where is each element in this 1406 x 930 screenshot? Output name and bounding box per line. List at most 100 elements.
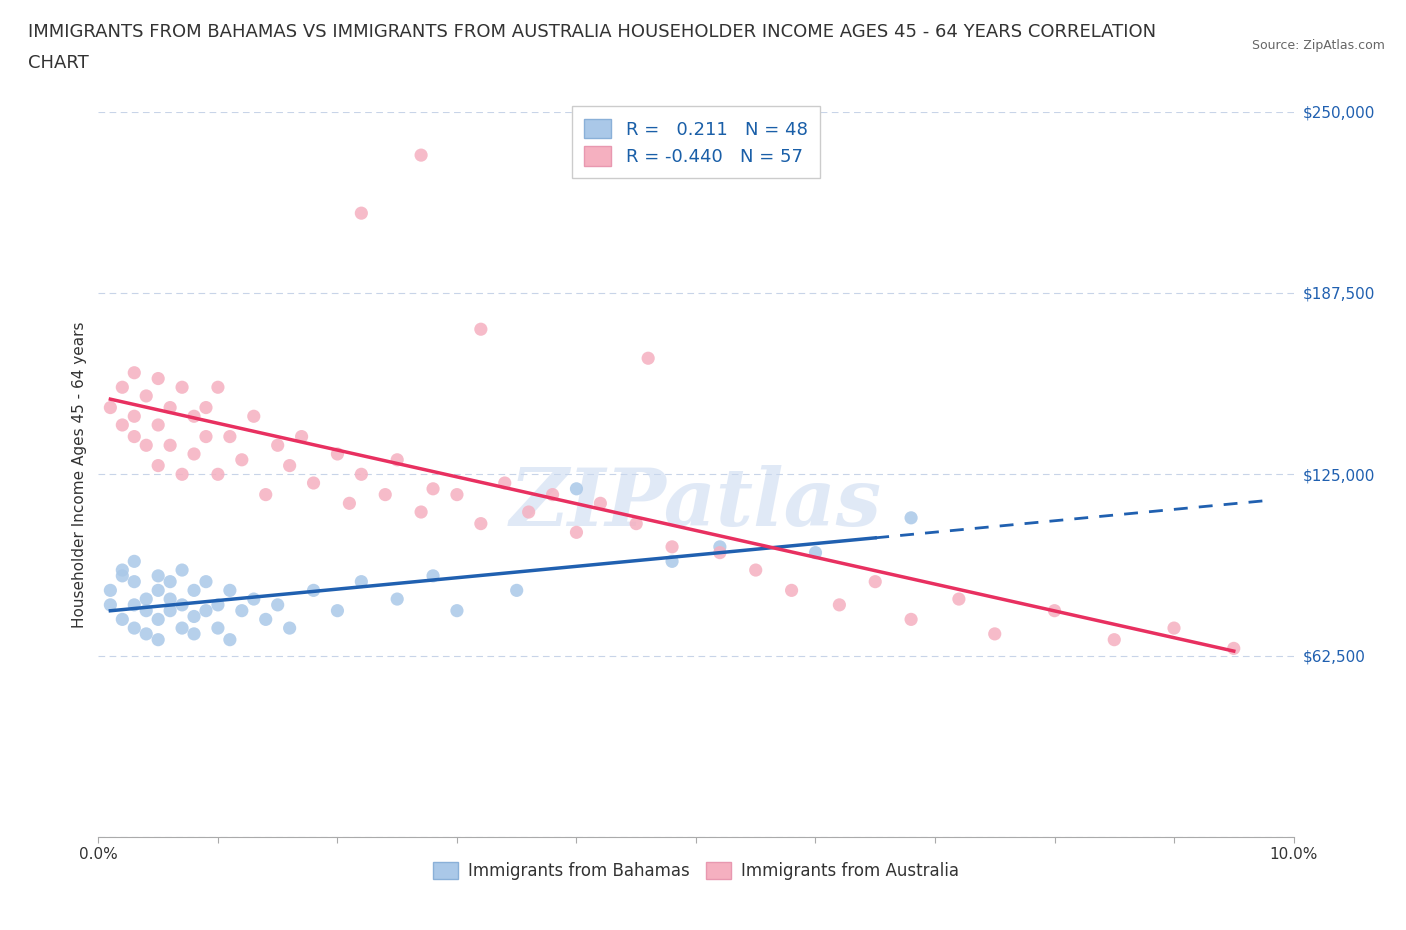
Text: Source: ZipAtlas.com: Source: ZipAtlas.com xyxy=(1251,39,1385,52)
Point xyxy=(111,612,134,627)
Point xyxy=(1163,620,1185,635)
Point xyxy=(470,322,492,337)
Point xyxy=(278,620,301,635)
Point xyxy=(589,496,612,511)
Point xyxy=(565,525,588,539)
Point xyxy=(219,429,242,444)
Point xyxy=(339,496,361,511)
Point xyxy=(195,574,218,589)
Point xyxy=(135,438,157,453)
Point xyxy=(506,583,529,598)
Point xyxy=(350,574,373,589)
Point xyxy=(661,539,683,554)
Point xyxy=(422,568,444,583)
Point xyxy=(326,604,349,618)
Point xyxy=(267,438,290,453)
Point xyxy=(350,206,373,220)
Point xyxy=(195,604,218,618)
Point xyxy=(172,597,194,612)
Point xyxy=(385,591,409,606)
Point xyxy=(984,627,1007,642)
Point xyxy=(111,418,134,432)
Point xyxy=(159,400,181,415)
Point xyxy=(172,563,194,578)
Point xyxy=(183,609,205,624)
Point xyxy=(98,583,122,598)
Point xyxy=(124,554,146,569)
Point xyxy=(98,597,122,612)
Point xyxy=(1223,641,1246,656)
Point xyxy=(111,379,134,394)
Point xyxy=(661,554,683,569)
Point xyxy=(446,487,468,502)
Point xyxy=(254,487,277,502)
Point xyxy=(207,597,229,612)
Point xyxy=(148,418,170,432)
Point xyxy=(135,389,157,404)
Point xyxy=(159,438,181,453)
Point xyxy=(1043,604,1066,618)
Point xyxy=(745,563,768,578)
Point xyxy=(446,604,468,618)
Point xyxy=(517,505,540,520)
Point xyxy=(494,475,516,490)
Point xyxy=(291,429,314,444)
Point xyxy=(207,379,229,394)
Point xyxy=(422,482,444,497)
Point xyxy=(124,409,146,424)
Point xyxy=(709,545,731,560)
Point xyxy=(195,429,218,444)
Point xyxy=(148,568,170,583)
Point xyxy=(278,458,301,473)
Text: IMMIGRANTS FROM BAHAMAS VS IMMIGRANTS FROM AUSTRALIA HOUSEHOLDER INCOME AGES 45 : IMMIGRANTS FROM BAHAMAS VS IMMIGRANTS FR… xyxy=(28,23,1156,41)
Point xyxy=(780,583,803,598)
Point xyxy=(124,574,146,589)
Point xyxy=(111,563,134,578)
Point xyxy=(1104,632,1126,647)
Point xyxy=(243,409,266,424)
Point xyxy=(626,516,648,531)
Point xyxy=(148,632,170,647)
Point xyxy=(865,574,887,589)
Y-axis label: Householder Income Ages 45 - 64 years: Householder Income Ages 45 - 64 years xyxy=(72,321,87,628)
Point xyxy=(900,612,922,627)
Point xyxy=(183,583,205,598)
Point xyxy=(302,583,325,598)
Point xyxy=(207,467,229,482)
Point xyxy=(411,505,433,520)
Point xyxy=(267,597,290,612)
Point xyxy=(804,545,827,560)
Point xyxy=(159,574,181,589)
Point xyxy=(183,446,205,461)
Point xyxy=(900,511,922,525)
Point xyxy=(159,591,181,606)
Point xyxy=(159,604,181,618)
Point xyxy=(124,365,146,380)
Point xyxy=(231,604,253,618)
Point xyxy=(98,400,122,415)
Point xyxy=(243,591,266,606)
Point xyxy=(195,400,218,415)
Point xyxy=(219,583,242,598)
Point xyxy=(411,148,433,163)
Point xyxy=(219,632,242,647)
Point xyxy=(541,487,564,502)
Point xyxy=(148,371,170,386)
Point xyxy=(948,591,970,606)
Point xyxy=(183,409,205,424)
Point xyxy=(231,452,253,467)
Text: ZIPatlas: ZIPatlas xyxy=(510,465,882,542)
Point xyxy=(385,452,409,467)
Point xyxy=(302,475,325,490)
Point xyxy=(135,591,157,606)
Point xyxy=(828,597,851,612)
Point xyxy=(172,379,194,394)
Point xyxy=(183,627,205,642)
Point xyxy=(135,627,157,642)
Point xyxy=(135,604,157,618)
Point xyxy=(565,482,588,497)
Point xyxy=(207,620,229,635)
Point xyxy=(148,458,170,473)
Point xyxy=(326,446,349,461)
Point xyxy=(111,568,134,583)
